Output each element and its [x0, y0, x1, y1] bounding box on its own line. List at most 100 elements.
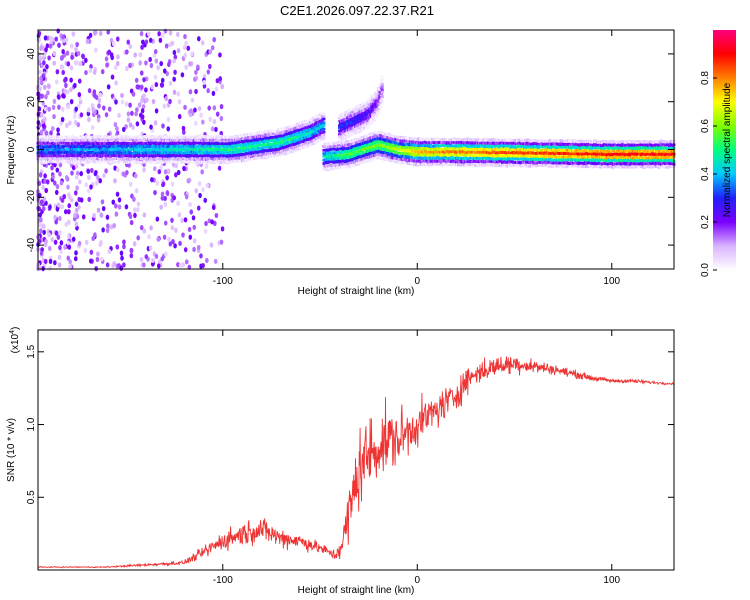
- spectrogram-cell: [186, 178, 191, 184]
- spectrogram-cell: [357, 117, 361, 121]
- spectrogram-cell: [213, 258, 218, 264]
- spectrogram-cell: [105, 62, 109, 68]
- spectrogram-cell: [52, 113, 56, 120]
- spectrogram-cell: [374, 115, 378, 119]
- spectrogram-cell: [349, 127, 353, 131]
- spectrogram-cell: [380, 88, 384, 92]
- spectrogram-cell: [41, 184, 45, 190]
- spectrogram-cell: [137, 102, 142, 108]
- spectrogram-cell: [40, 93, 44, 99]
- spectrogram-cell: [47, 55, 51, 61]
- spectrogram-cell: [314, 129, 318, 132]
- spectrogram-cell: [232, 148, 236, 151]
- spectrogram-cell: [89, 184, 93, 190]
- spectrogram-cell: [160, 256, 165, 262]
- spectrogram-cell: [364, 144, 368, 148]
- spectrogram-cell: [144, 254, 149, 260]
- spectrogram-cell: [317, 135, 321, 138]
- spectrogram-cell: [317, 136, 321, 140]
- spectrogram-cell: [241, 159, 245, 163]
- spectrogram-cells: [36, 28, 676, 272]
- spectrogram-cell: [69, 197, 74, 203]
- spectrogram-cell: [261, 147, 265, 151]
- spectrogram-cell: [181, 125, 186, 131]
- spectrogram-cell: [134, 111, 138, 117]
- spectrogram-cell: [77, 204, 81, 210]
- spectrogram-cell: [135, 107, 139, 113]
- spectrogram-cell: [194, 120, 198, 126]
- spectrogram-cell: [120, 99, 125, 105]
- spectrogram-cell: [330, 141, 334, 145]
- spectrogram-cell: [286, 141, 290, 144]
- spectrogram-cell: [50, 165, 54, 171]
- spectrogram-cell: [39, 55, 43, 62]
- spectrogram-cell: [290, 150, 294, 153]
- spectrogram-cell: [84, 239, 89, 246]
- spectrogram-cell: [107, 49, 112, 55]
- spectrogram-cell: [370, 121, 374, 124]
- spectrogram-cell: [376, 107, 380, 111]
- spectrogram-cell: [71, 150, 75, 153]
- spectrogram-cell: [110, 74, 115, 80]
- spectrogram-cell: [160, 77, 165, 83]
- spectrogram-cell: [218, 76, 223, 82]
- spectrogram-cell: [156, 263, 161, 269]
- spectrogram-cell: [316, 125, 320, 128]
- spectrogram-cell: [86, 111, 91, 117]
- spectrogram-cell: [51, 174, 55, 180]
- spectrogram-cell: [165, 71, 170, 77]
- spectrogram-cell: [59, 240, 64, 246]
- spectrogram-cell: [257, 146, 261, 150]
- spectrogram-cell: [141, 39, 145, 45]
- spectrogram-cell: [141, 104, 146, 110]
- spectrogram-cell: [120, 92, 124, 99]
- spectrogram-cell: [317, 127, 321, 130]
- spectrogram-cell: [140, 108, 145, 114]
- spectrogram-cell: [134, 77, 139, 83]
- spectrogram-cell: [200, 40, 205, 46]
- spectrogram-cell: [48, 138, 52, 142]
- spectrogram-cell: [119, 265, 124, 271]
- spectrogram-cell: [220, 83, 224, 90]
- spectrogram-cell: [85, 134, 89, 138]
- spectrogram-cell: [72, 139, 76, 143]
- spectrogram-cell: [108, 153, 112, 157]
- spectrogram-cell: [193, 76, 197, 82]
- spectrogram-cell: [65, 122, 69, 129]
- spectrogram-cell: [47, 158, 51, 162]
- spectrogram-cell: [131, 124, 136, 130]
- spectrogram-cell: [165, 190, 170, 196]
- spectrogram-cell: [44, 47, 48, 53]
- spectrogram-cell: [113, 64, 118, 71]
- spectrogram-cell: [41, 73, 46, 79]
- spectrogram-cell: [322, 133, 326, 137]
- spectrogram-cell: [334, 164, 338, 168]
- spectrogram-cell: [382, 156, 386, 160]
- spectrogram-cell: [97, 98, 102, 104]
- spectrogram-cell: [140, 44, 144, 50]
- spectrogram-cell: [144, 135, 148, 138]
- spectrogram-cell: [192, 238, 197, 244]
- spectrogram-cell: [218, 52, 222, 58]
- spectrogram-cell: [104, 56, 109, 62]
- spectrogram-cell: [166, 155, 170, 158]
- spectrogram-cell: [177, 212, 182, 218]
- spectrogram-cell: [39, 250, 44, 256]
- spectrogram-cell: [57, 42, 61, 48]
- spectrogram-cell: [262, 142, 266, 146]
- spectrogram-cell: [210, 126, 215, 132]
- spectrogram-cell: [345, 126, 349, 130]
- spectrogram-cell: [128, 43, 133, 50]
- spectrogram-cell: [369, 122, 373, 125]
- spectrogram-cell: [176, 91, 181, 97]
- spectrogram-cell: [45, 64, 49, 70]
- spectrogram-cell: [160, 195, 165, 201]
- spectrogram-cell: [64, 82, 68, 88]
- spectrogram-cell: [168, 241, 173, 247]
- spectrogram-cell: [172, 58, 176, 64]
- spectrogram-cell: [61, 48, 65, 55]
- spectrogram-cell: [144, 60, 148, 66]
- spectrogram-cell: [155, 180, 160, 186]
- spectrogram-cell: [368, 117, 372, 120]
- spectrogram-cell: [49, 138, 53, 141]
